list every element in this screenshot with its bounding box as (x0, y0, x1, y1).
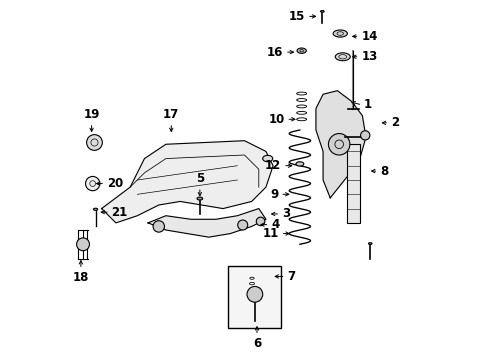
Text: 6: 6 (252, 337, 261, 350)
Ellipse shape (332, 30, 346, 37)
Ellipse shape (296, 48, 305, 53)
Circle shape (328, 134, 349, 155)
Text: 18: 18 (73, 271, 89, 284)
Circle shape (86, 135, 102, 150)
Circle shape (246, 287, 262, 302)
Text: 8: 8 (380, 165, 387, 177)
Ellipse shape (320, 10, 324, 12)
Ellipse shape (367, 243, 371, 244)
Text: 4: 4 (271, 218, 279, 231)
Text: 9: 9 (270, 188, 278, 201)
Circle shape (77, 238, 89, 251)
Text: 13: 13 (361, 50, 377, 63)
Text: 12: 12 (264, 159, 281, 172)
Ellipse shape (93, 208, 98, 210)
Ellipse shape (295, 162, 303, 166)
Bar (346, 144, 359, 223)
Text: 20: 20 (107, 177, 123, 190)
Ellipse shape (262, 156, 272, 162)
Bar (228, 266, 281, 328)
Text: 21: 21 (111, 206, 127, 219)
Text: 19: 19 (83, 108, 100, 121)
Text: 10: 10 (268, 113, 284, 126)
Ellipse shape (197, 197, 203, 200)
Ellipse shape (335, 53, 349, 61)
Circle shape (256, 217, 264, 226)
Circle shape (85, 176, 100, 191)
Circle shape (153, 221, 164, 232)
Circle shape (237, 220, 247, 230)
Text: 14: 14 (361, 30, 377, 43)
Text: 5: 5 (195, 172, 203, 185)
Circle shape (360, 131, 369, 140)
Polygon shape (315, 91, 365, 198)
Text: 2: 2 (390, 116, 398, 129)
Text: 1: 1 (364, 99, 371, 112)
Text: 3: 3 (282, 207, 289, 220)
Text: 15: 15 (288, 10, 305, 23)
Polygon shape (148, 208, 265, 237)
Text: 16: 16 (266, 46, 283, 59)
Text: 11: 11 (262, 227, 278, 240)
Text: 7: 7 (287, 270, 295, 283)
Text: 17: 17 (163, 108, 179, 121)
Polygon shape (102, 141, 272, 223)
